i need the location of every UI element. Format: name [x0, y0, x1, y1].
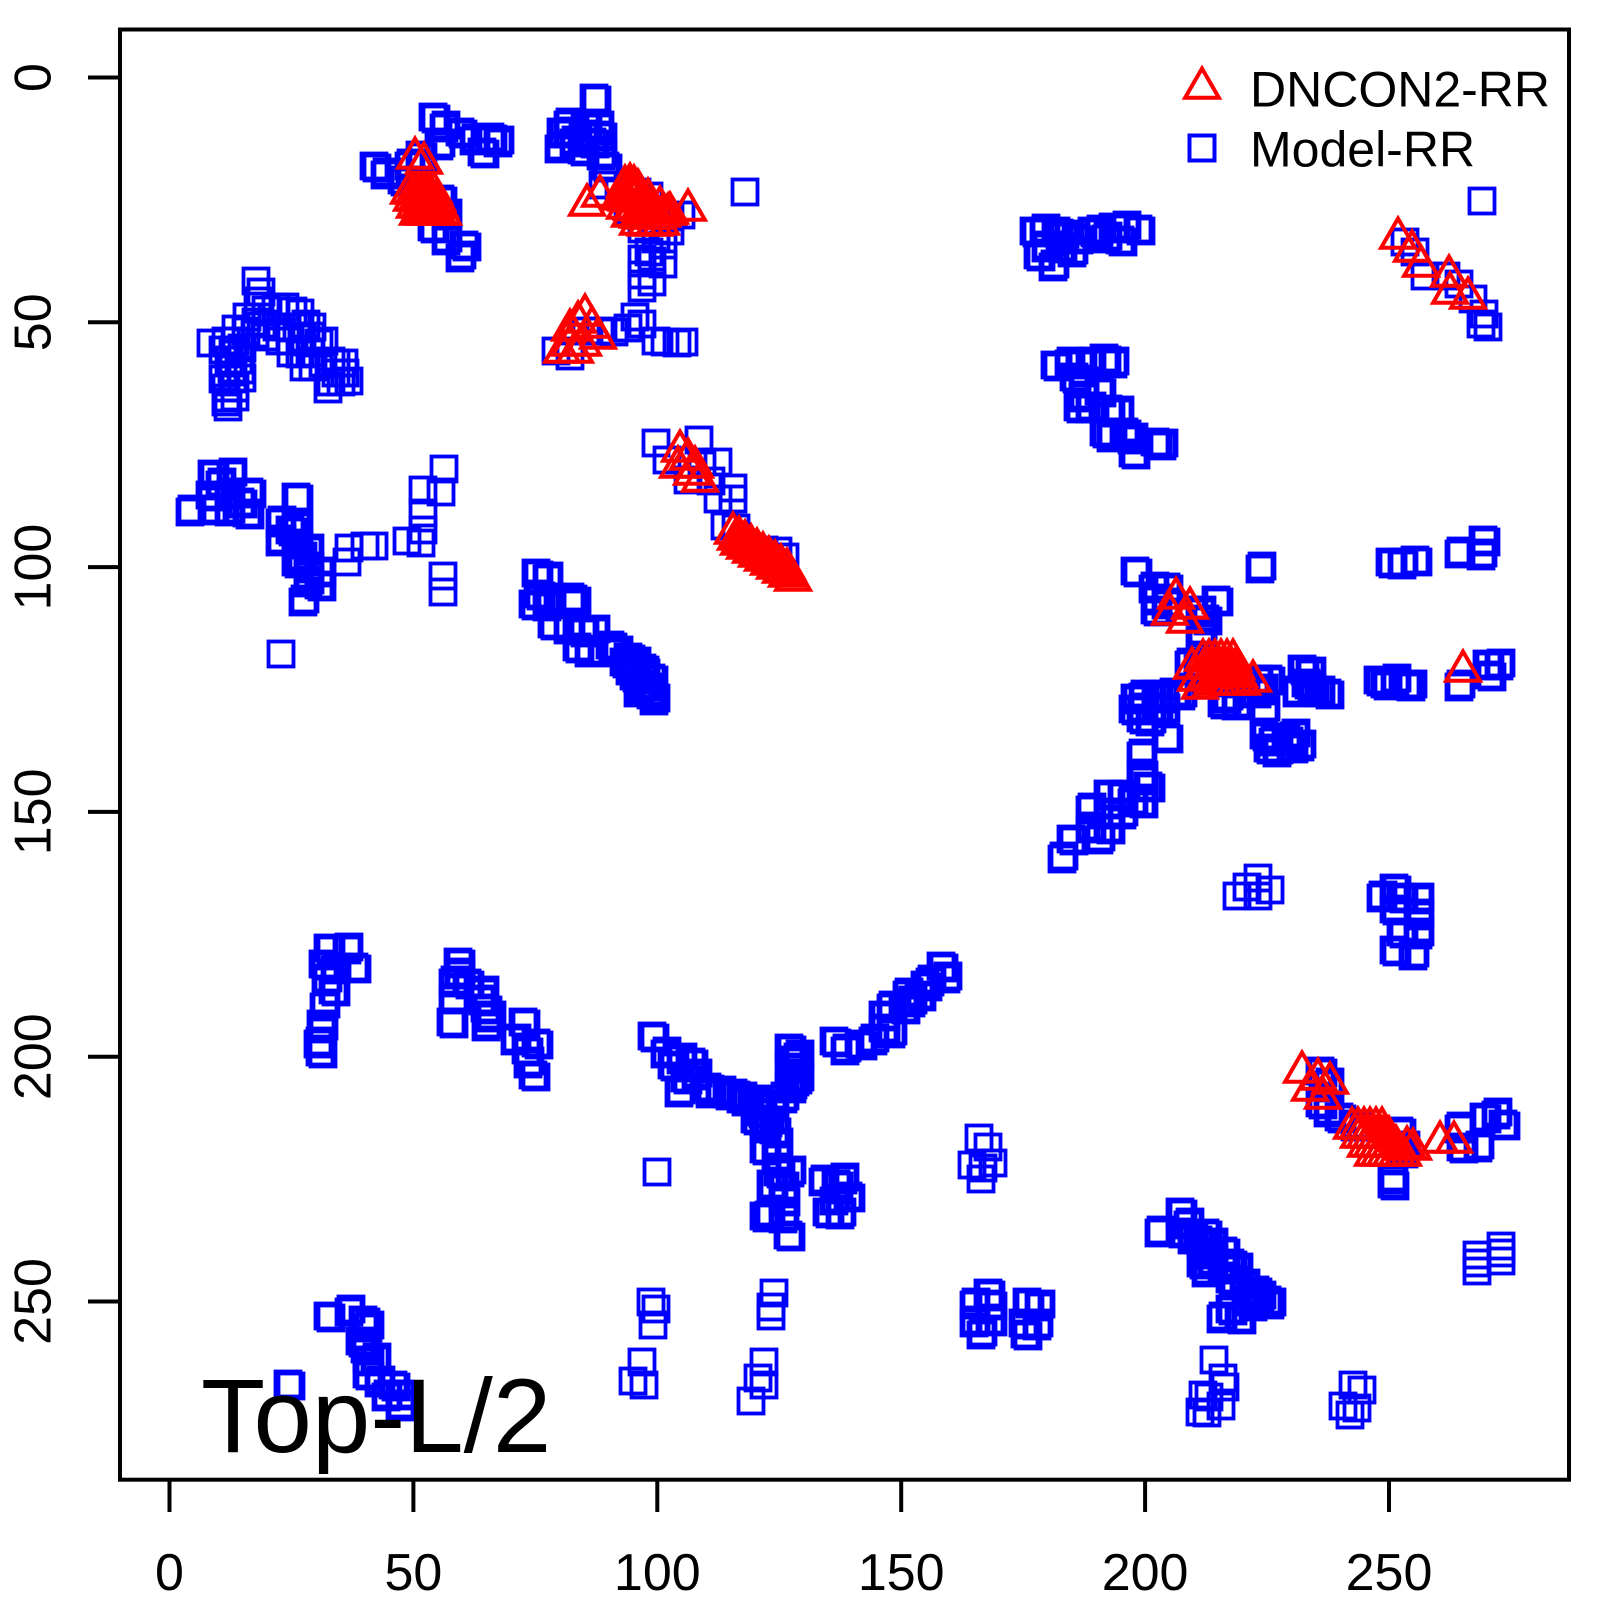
svg-text:100: 100	[5, 524, 63, 611]
svg-text:250: 250	[1346, 1544, 1433, 1600]
svg-text:250: 250	[5, 1258, 63, 1345]
svg-text:0: 0	[155, 1544, 184, 1600]
svg-text:0: 0	[5, 63, 63, 92]
svg-text:150: 150	[858, 1544, 945, 1600]
svg-text:150: 150	[5, 769, 63, 856]
svg-text:50: 50	[384, 1544, 442, 1600]
svg-text:200: 200	[5, 1013, 63, 1100]
svg-text:Model-RR: Model-RR	[1250, 122, 1475, 178]
svg-text:DNCON2-RR: DNCON2-RR	[1250, 62, 1550, 118]
svg-text:50: 50	[5, 293, 63, 351]
svg-text:Top-L/2: Top-L/2	[201, 1358, 551, 1475]
svg-text:100: 100	[614, 1544, 701, 1600]
svg-text:200: 200	[1102, 1544, 1189, 1600]
